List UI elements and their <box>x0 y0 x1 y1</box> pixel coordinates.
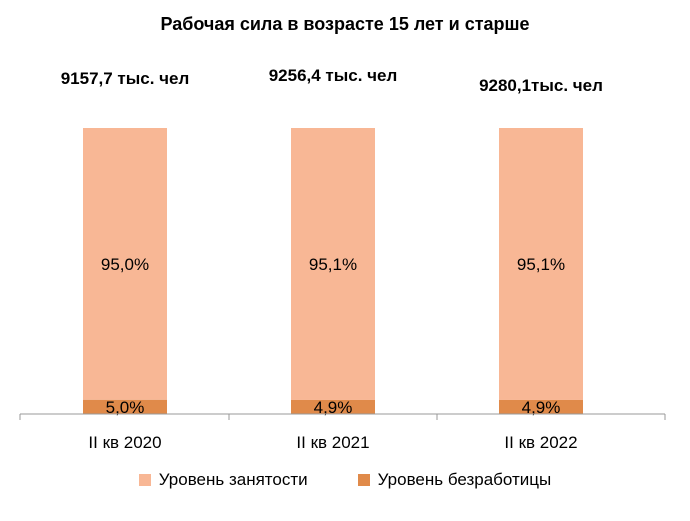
x-tick-label: II кв 2020 <box>88 433 161 452</box>
data-label-employment: 95,0% <box>101 255 149 274</box>
legend-swatch-unemployment <box>357 474 370 486</box>
legend: Уровень занятости Уровень безработицы <box>0 470 690 490</box>
x-tick-label: II кв 2022 <box>504 433 577 452</box>
bar-segment-employment <box>291 128 375 400</box>
bar-segment-unemployment <box>291 399 375 414</box>
bar-segment-employment <box>499 128 583 400</box>
bar-segment-unemployment <box>499 399 583 414</box>
x-tick-label: II кв 2021 <box>296 433 369 452</box>
legend-label-employment: Уровень занятости <box>158 470 308 489</box>
total-label: 9256,4 тыс. чел <box>269 66 398 85</box>
data-label-employment: 95,1% <box>309 255 357 274</box>
chart-title: Рабочая сила в возрасте 15 лет и старше <box>160 14 529 34</box>
data-label-unemployment: 5,0% <box>106 398 145 417</box>
total-label: 9157,7 тыс. чел <box>61 69 190 88</box>
data-label-unemployment: 4,9% <box>314 398 353 417</box>
bar-segment-unemployment <box>83 399 167 414</box>
legend-item-employment: Уровень занятости <box>138 470 308 490</box>
data-label-employment: 95,1% <box>517 255 565 274</box>
total-label: 9280,1тыс. чел <box>479 76 603 95</box>
legend-swatch-employment <box>138 474 151 486</box>
legend-item-unemployment: Уровень безработицы <box>357 470 552 490</box>
bar-segment-employment <box>83 128 167 400</box>
data-label-unemployment: 4,9% <box>522 398 561 417</box>
legend-label-unemployment: Уровень безработицы <box>377 470 552 489</box>
bars-group: 5,0% 95,0% 9157,7 тыс. чел II кв 2020 4,9% 95… <box>19 66 666 452</box>
